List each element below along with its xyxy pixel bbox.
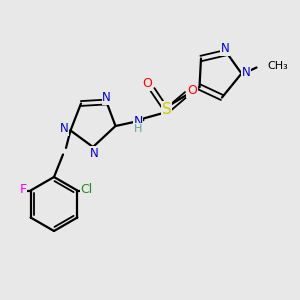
Text: N: N — [133, 115, 143, 128]
Text: N: N — [60, 122, 69, 136]
Text: CH₃: CH₃ — [268, 61, 288, 71]
Text: F: F — [19, 183, 26, 196]
Text: N: N — [220, 42, 230, 56]
Text: H: H — [134, 124, 142, 134]
Text: Cl: Cl — [80, 183, 92, 196]
Text: O: O — [143, 77, 152, 90]
Text: O: O — [187, 84, 197, 98]
Text: N: N — [90, 146, 99, 160]
Text: S: S — [162, 102, 171, 117]
Text: N: N — [242, 65, 250, 79]
Text: N: N — [102, 91, 111, 104]
